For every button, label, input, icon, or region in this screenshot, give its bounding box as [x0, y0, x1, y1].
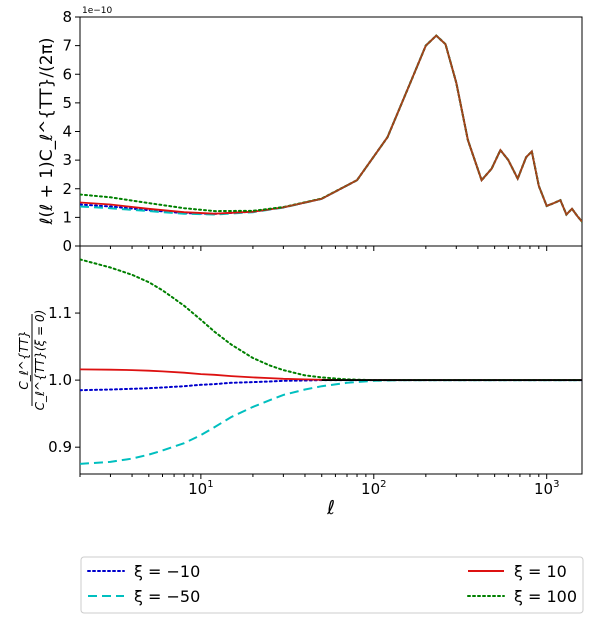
top-y-tick-label: 3 [62, 151, 72, 169]
top-y-tick-label: 5 [62, 94, 72, 112]
top-y-tick-label: 4 [62, 123, 72, 141]
legend-items: ξ = −10 ξ = −50 ξ = 10 ξ = 100 [87, 562, 577, 606]
bottom-y-tick-label: 1.1 [48, 304, 72, 322]
top-series-overlay-4 [283, 34, 582, 223]
bottom-y-label-denominator: C_ℓ^{TT}(ξ = 0) [33, 310, 47, 411]
top-y-tick-label: 1 [62, 208, 72, 226]
bottom-y-axis-label: C_ℓ^{TT} C_ℓ^{TT}(ξ = 0) [17, 310, 47, 411]
bottom-panel-lines [80, 258, 582, 465]
bottom-panel-y-ticks: 0.9 1.0 1.1 [48, 304, 80, 456]
legend-label: ξ = −10 [134, 562, 200, 581]
x-axis-label: ℓ [326, 497, 335, 519]
x-tick-label: 103 [534, 479, 559, 498]
top-panel-lines [80, 34, 582, 223]
bottom-series--10 [80, 379, 582, 392]
x-tick-label: 102 [361, 479, 386, 498]
bottom-y-tick-label: 1.0 [48, 371, 72, 389]
top-y-tick-label: 8 [62, 8, 72, 26]
legend-label: ξ = 10 [514, 562, 567, 581]
legend-label: ξ = −50 [134, 587, 200, 606]
top-y-tick-label: 6 [62, 65, 72, 83]
bottom-series--100 [80, 258, 582, 382]
bottom-y-tick-label: 0.9 [48, 438, 72, 456]
bottom-panel-frame [79, 245, 583, 475]
top-y-axis-label: ℓ(ℓ + 1)C_ℓ^{TT}/(2π) [37, 38, 57, 226]
top-y-tick-label: 0 [62, 237, 72, 255]
x-ticks: 101 102 103 [79, 246, 559, 498]
legend-label: ξ = 100 [514, 587, 577, 606]
top-y-tick-label: 7 [62, 37, 72, 55]
x-tick-label: 101 [188, 479, 213, 498]
bottom-series--50 [80, 379, 582, 465]
legend-box [80, 556, 584, 614]
top-y-tick-label: 2 [62, 180, 72, 198]
bottom-y-label-numerator: C_ℓ^{TT} [17, 330, 31, 389]
top-y-offset-label: 1e−10 [82, 6, 113, 16]
top-panel-y-ticks: 0 1 2 3 4 5 6 7 8 [62, 8, 80, 255]
